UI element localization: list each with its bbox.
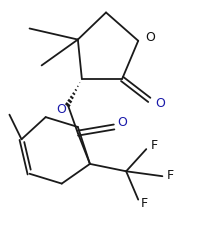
Text: O: O: [56, 103, 66, 116]
Text: F: F: [151, 139, 158, 152]
Text: O: O: [145, 31, 155, 44]
Text: O: O: [155, 97, 165, 110]
Text: F: F: [141, 197, 148, 210]
Text: O: O: [117, 116, 127, 128]
Text: F: F: [167, 169, 174, 182]
